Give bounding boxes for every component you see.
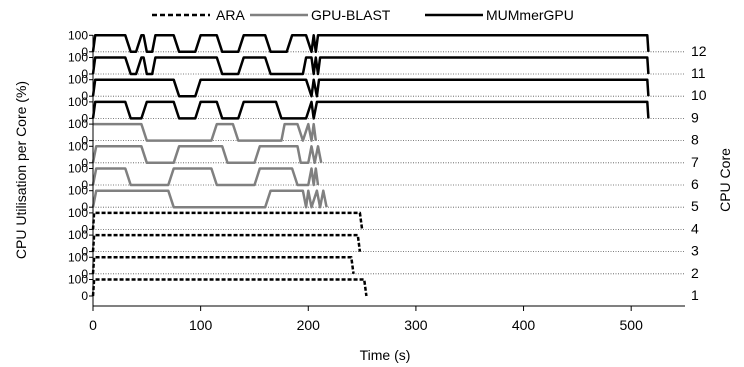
y-tick-label: 0 [81, 200, 88, 214]
core-label-6: 6 [691, 176, 699, 192]
x-tick-label: 200 [297, 317, 321, 333]
series-line-ara-core-3 [91, 233, 362, 252]
y-tick-label: 0 [81, 156, 88, 170]
x-axis-label: Time (s) [360, 347, 411, 363]
y-tick-label: 100 [68, 273, 88, 287]
x-tick-label: 400 [512, 317, 536, 333]
y-tick-label: 100 [68, 28, 88, 42]
y-tick-label: 100 [68, 139, 88, 153]
y-tick-label: 0 [81, 222, 88, 236]
y-tick-label: 100 [68, 73, 88, 87]
y-tick-label: 0 [81, 245, 88, 259]
y-tick-label: 0 [81, 178, 88, 192]
series-line-gpu-blast-core-8 [93, 122, 318, 142]
core-label-4: 4 [691, 220, 699, 236]
legend-label-mummergpu: MUMmerGPU [486, 7, 574, 23]
series-line-gpu-blast-core-5 [91, 189, 328, 209]
core-label-8: 8 [691, 132, 699, 148]
plot-area [91, 34, 650, 297]
y-tick-label: 100 [68, 250, 88, 264]
core-label-10: 10 [691, 87, 707, 103]
y-axis-ticks: 0100010001000100010001000100010001000100… [68, 28, 93, 303]
series-line-mummergpu-core-11 [91, 56, 650, 76]
y2-axis-label: CPU Core [717, 148, 733, 212]
core-label-12: 12 [691, 43, 707, 59]
x-tick-label: 300 [404, 317, 428, 333]
y-tick-label: 100 [68, 184, 88, 198]
y-tick-label: 100 [68, 228, 88, 242]
y-tick-label: 100 [68, 162, 88, 176]
series-line-gpu-blast-core-6 [91, 167, 320, 187]
x-tick-label: 100 [189, 317, 213, 333]
y-tick-label: 100 [68, 206, 88, 220]
legend-label-gpu-blast: GPU-BLAST [311, 7, 391, 23]
series-line-ara-core-1 [91, 278, 368, 297]
x-axis-ticks: 0 100 200 300 400 500 [89, 306, 643, 333]
series-line-mummergpu-core-10 [91, 78, 650, 98]
core-label-7: 7 [691, 154, 699, 170]
series-line-ara-core-2 [91, 256, 355, 274]
y-axis-label: CPU Utilisation per Core (%) [13, 81, 29, 259]
legend: ARA GPU-BLAST MUMmerGPU [152, 7, 574, 23]
core-label-2: 2 [691, 265, 699, 281]
y-tick-label: 0 [81, 111, 88, 125]
y-tick-label: 0 [81, 289, 88, 303]
y-tick-label: 0 [81, 89, 88, 103]
y-tick-label: 0 [81, 267, 88, 281]
core-label-5: 5 [691, 198, 699, 214]
x-tick-label: 500 [620, 317, 644, 333]
core-label-9: 9 [691, 109, 699, 125]
y-tick-label: 0 [81, 134, 88, 148]
y-tick-label: 100 [68, 117, 88, 131]
legend-label-ara: ARA [216, 7, 245, 23]
series-line-mummergpu-core-9 [91, 100, 650, 120]
series-line-ara-core-4 [91, 211, 364, 230]
series-line-mummergpu-core-12 [91, 34, 650, 54]
core-label-11: 11 [691, 65, 706, 81]
y-tick-label: 100 [68, 95, 88, 109]
x-tick-label: 0 [89, 317, 97, 333]
core-gridlines [93, 51, 685, 275]
y-tick-label: 100 [68, 51, 88, 65]
series-line-gpu-blast-core-7 [91, 145, 323, 165]
y-tick-label: 0 [81, 45, 88, 59]
core-label-3: 3 [691, 243, 699, 259]
y-tick-label: 0 [81, 67, 88, 81]
core-label-1: 1 [691, 287, 699, 303]
